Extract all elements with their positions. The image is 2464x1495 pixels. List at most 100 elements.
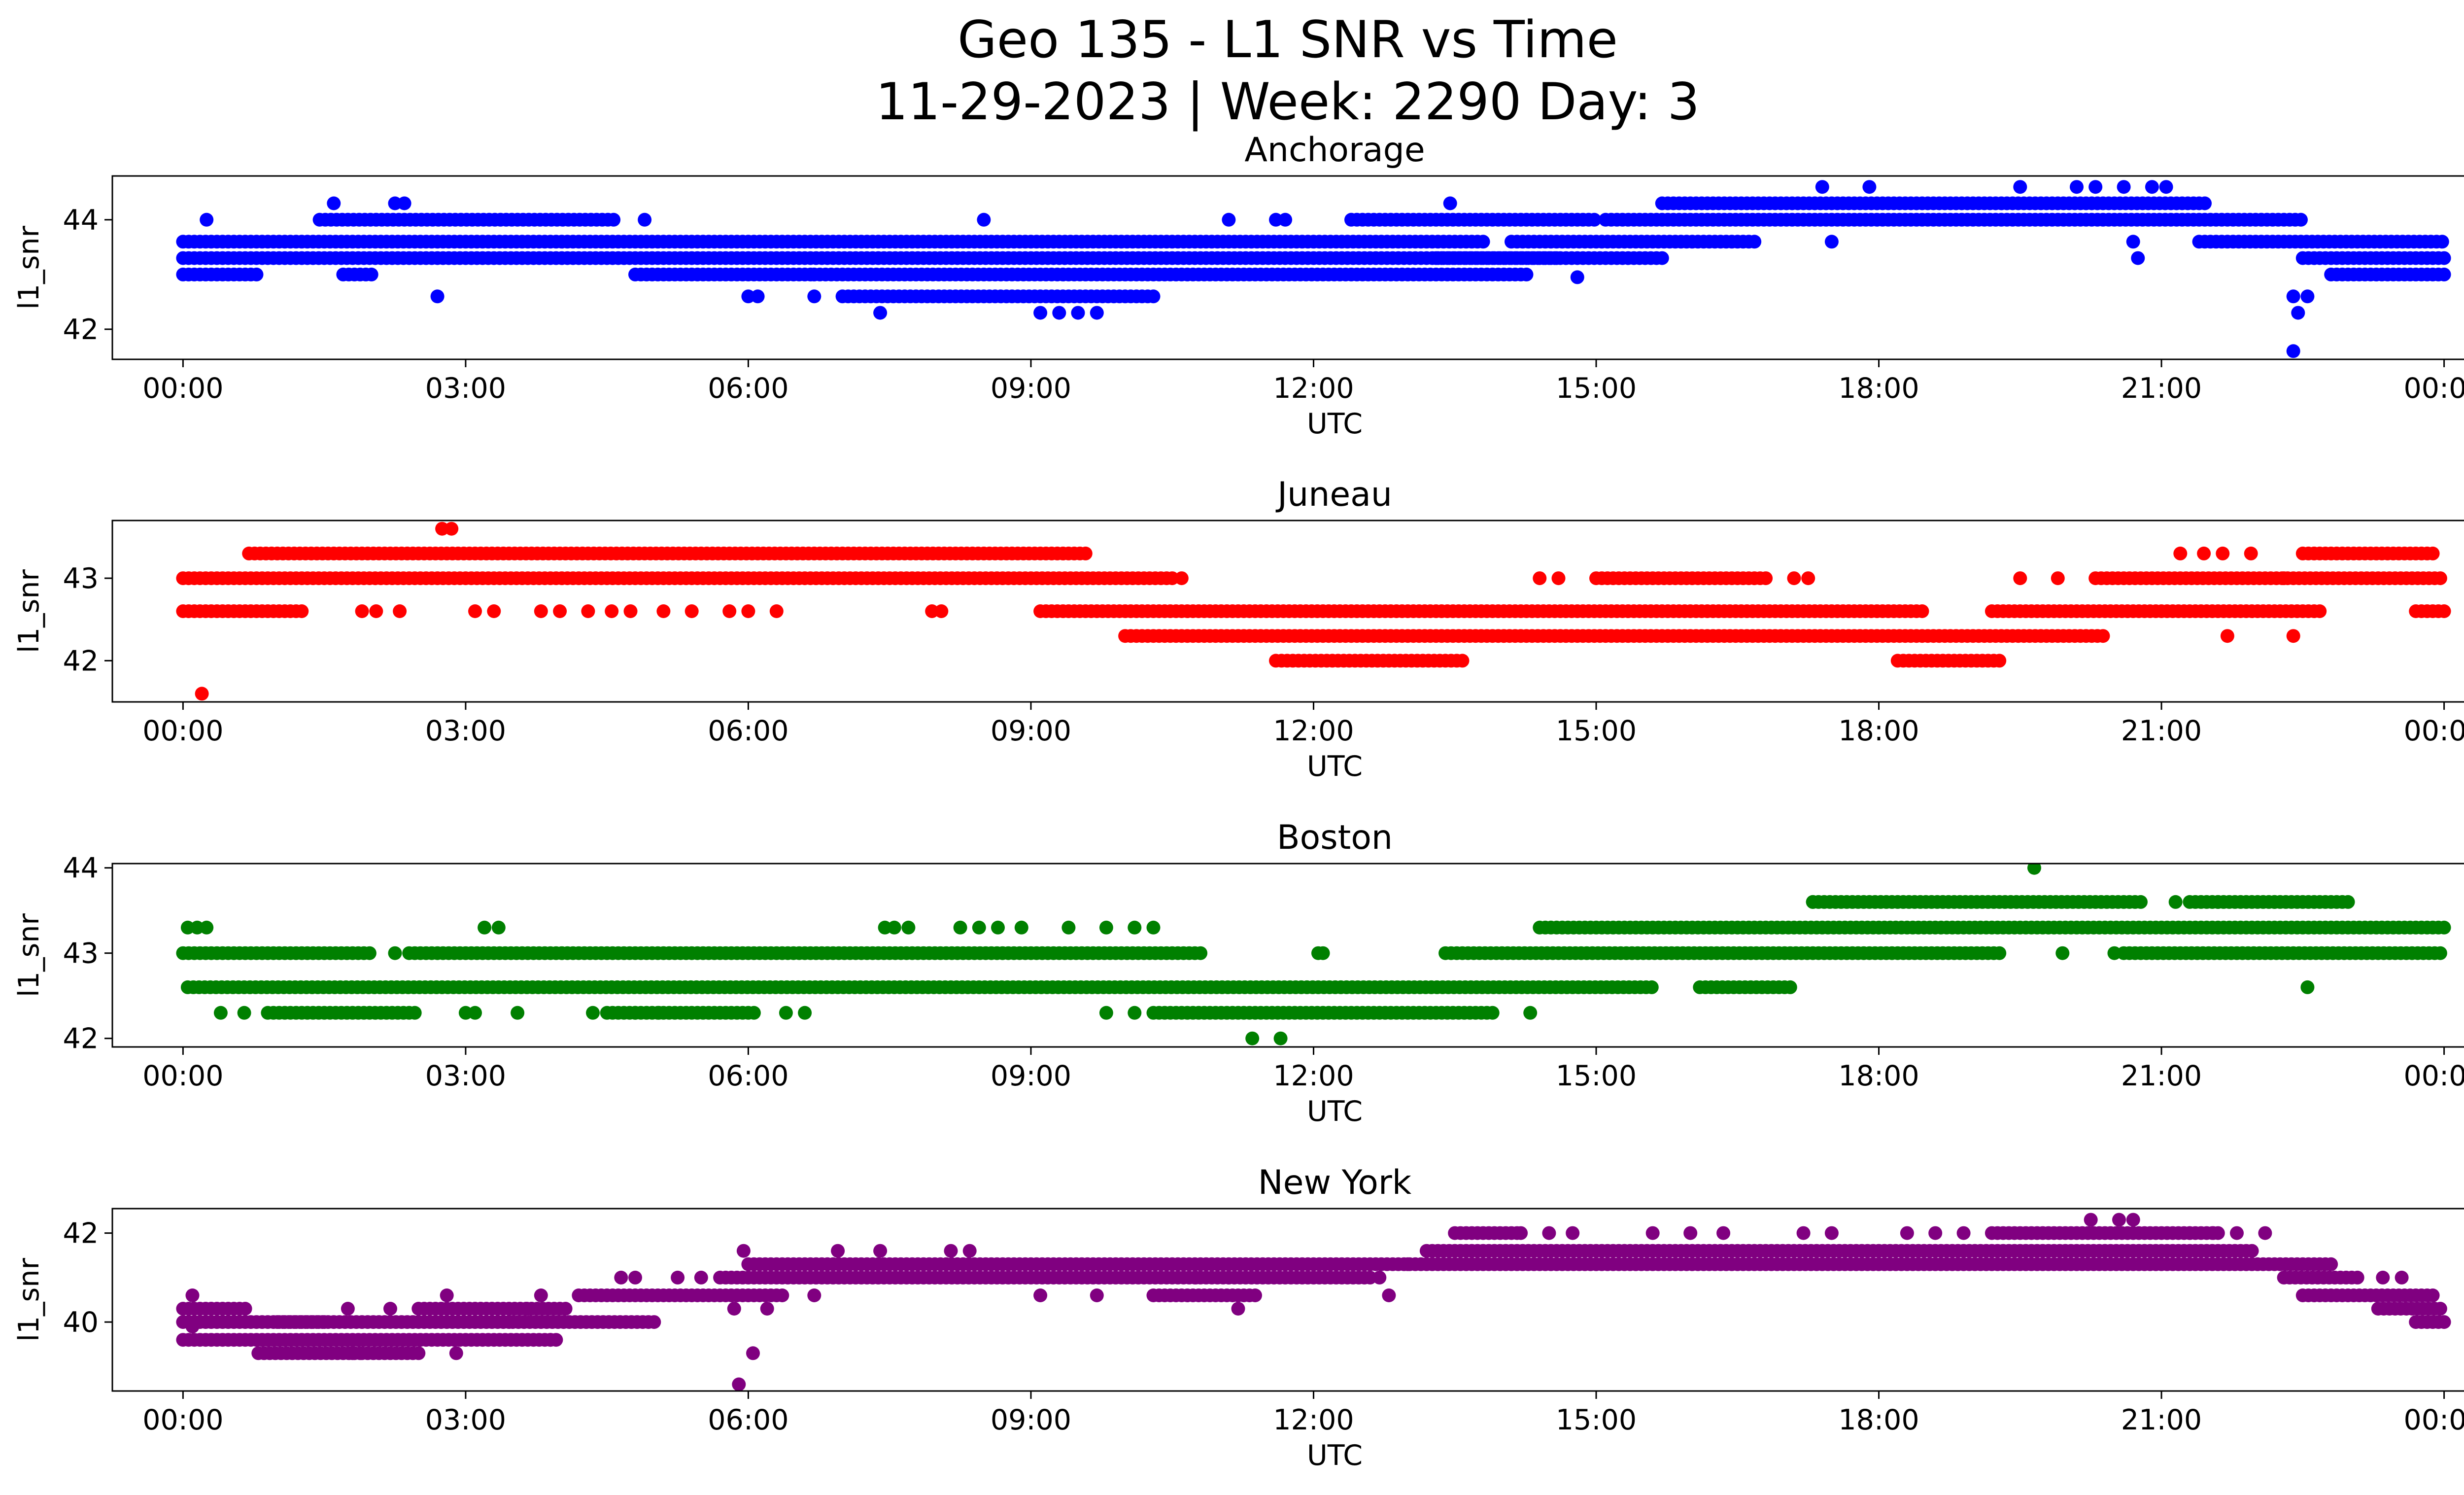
data-point — [581, 604, 595, 618]
y-tick-label: 42 — [63, 313, 99, 346]
data-point — [1033, 1288, 1048, 1302]
data-point — [534, 1288, 548, 1302]
data-point — [1519, 267, 1534, 281]
x-tick-label: 12:00 — [1273, 1060, 1354, 1092]
data-point — [2324, 1257, 2338, 1271]
data-point — [2437, 267, 2451, 281]
x-tick-label: 12:00 — [1273, 372, 1354, 405]
x-tick-label: 21:00 — [2121, 1404, 2202, 1436]
data-point — [2145, 180, 2159, 194]
data-point — [2134, 895, 2148, 909]
data-point — [200, 920, 214, 935]
data-point — [1194, 946, 1208, 960]
x-tick-label: 12:00 — [1273, 1404, 1354, 1436]
y-axis-label: l1_snr — [13, 1258, 45, 1342]
data-point — [651, 1006, 666, 1020]
data-point — [873, 1244, 888, 1258]
data-point — [2291, 306, 2305, 320]
data-point — [2426, 546, 2440, 560]
data-point — [2173, 546, 2188, 560]
data-point — [2433, 571, 2447, 586]
data-point — [605, 604, 619, 618]
data-point — [2376, 1270, 2390, 1285]
data-point — [1273, 1031, 1288, 1045]
y-tick-label: 43 — [63, 562, 99, 595]
data-point — [180, 920, 195, 935]
data-point — [2055, 946, 2070, 960]
data-point — [2027, 864, 2041, 875]
data-point — [1455, 654, 1470, 668]
data-point — [2395, 1270, 2409, 1285]
x-tick-label: 21:00 — [2121, 372, 2202, 405]
data-point — [449, 1346, 463, 1360]
data-point — [760, 1302, 774, 1316]
data-point — [1278, 212, 1293, 227]
data-point — [2433, 946, 2447, 960]
data-point — [341, 1302, 355, 1316]
data-point — [1382, 1288, 1396, 1302]
data-point — [953, 920, 967, 935]
data-point — [237, 1006, 251, 1020]
data-point — [1146, 920, 1161, 935]
data-point — [1248, 1288, 1262, 1302]
data-point — [1099, 1006, 1113, 1020]
data-points — [176, 1213, 2451, 1391]
data-point — [1071, 306, 1085, 320]
data-point — [1796, 1226, 1811, 1240]
data-point — [2206, 1226, 2221, 1240]
plot-frame — [111, 520, 2464, 703]
data-point — [1231, 1302, 1245, 1316]
data-point — [1061, 920, 1076, 935]
data-point — [2277, 571, 2291, 586]
data-point — [327, 196, 341, 210]
data-point — [944, 1244, 958, 1258]
data-point — [2096, 629, 2110, 643]
data-point — [1514, 1226, 1528, 1240]
data-point — [468, 1006, 482, 1020]
data-point — [1683, 1226, 1698, 1240]
data-point — [2070, 180, 2084, 194]
x-tick-label: 18:00 — [1838, 1060, 1919, 1092]
data-point — [1533, 571, 1547, 586]
data-point — [2088, 180, 2103, 194]
plot-frame — [111, 175, 2464, 360]
data-point — [388, 946, 402, 960]
data-point — [736, 1244, 751, 1258]
data-point — [2435, 235, 2449, 249]
data-point — [2437, 251, 2451, 265]
data-point — [369, 604, 383, 618]
figure-title-line-2: 11-29-2023 | Week: 2290 Day: 3 — [875, 72, 1700, 132]
x-axis-label: UTC — [1307, 408, 1363, 440]
data-point — [397, 196, 411, 210]
data-point — [185, 1288, 200, 1302]
x-tick-label: 03:00 — [425, 372, 506, 405]
data-point — [1128, 920, 1142, 935]
data-point — [2437, 920, 2451, 935]
data-point — [751, 289, 765, 304]
data-point — [411, 1346, 426, 1360]
data-point — [747, 1006, 761, 1020]
y-tick-label: 40 — [63, 1306, 99, 1339]
data-point — [656, 604, 671, 618]
data-point — [364, 267, 378, 281]
data-point — [558, 1302, 573, 1316]
y-tick-label: 44 — [63, 852, 99, 885]
data-point — [1090, 306, 1104, 320]
data-point — [647, 1315, 661, 1329]
data-point — [1128, 1006, 1142, 1020]
data-point — [1570, 270, 1584, 284]
x-tick-label: 12:00 — [1273, 715, 1354, 747]
data-point — [977, 212, 991, 227]
data-point — [1783, 980, 1797, 994]
data-point — [195, 687, 209, 701]
x-axis-label: UTC — [1307, 750, 1363, 783]
x-tick-label: 09:00 — [991, 1060, 1071, 1092]
data-point — [2258, 1226, 2272, 1240]
x-tick-label: 15:00 — [1556, 1404, 1637, 1436]
data-point — [1542, 1226, 1556, 1240]
data-point — [2159, 180, 2173, 194]
x-tick-label: 18:00 — [1838, 1404, 1919, 1436]
data-point — [511, 1006, 525, 1020]
data-point — [991, 920, 1005, 935]
x-tick-label: 03:00 — [425, 1404, 506, 1436]
